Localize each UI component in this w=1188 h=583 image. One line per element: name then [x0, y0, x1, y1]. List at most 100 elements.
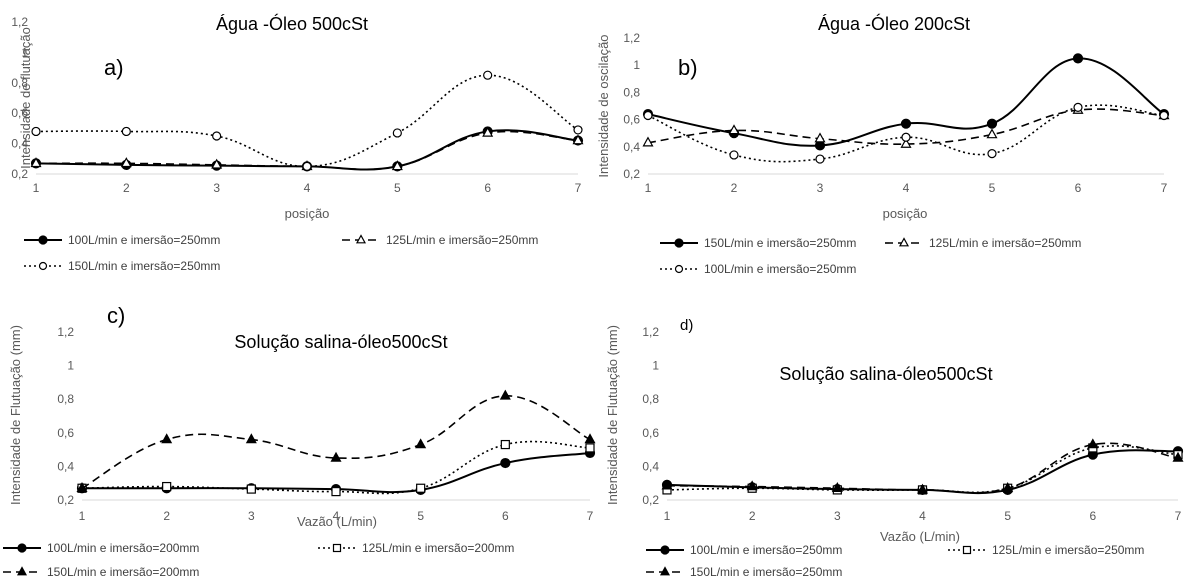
- y-axis-title: Intensidade de Flutuação (mm): [8, 325, 23, 505]
- legend-entry-1: 100L/min e imersão=200mm: [3, 541, 199, 555]
- data-point: [746, 480, 758, 491]
- y-axis-title: Intensidade de oscilação: [596, 34, 611, 177]
- data-point: [331, 487, 341, 497]
- legend-entry-2: 125L/min e imersão=250mm: [885, 236, 1081, 250]
- data-point: [900, 137, 912, 148]
- legend-label: 150L/min e imersão=250mm: [68, 259, 220, 273]
- chart-title: Solução salina-óleo500cSt: [779, 364, 992, 384]
- y-tick-label: 0,8: [57, 392, 74, 406]
- x-tick-label: 3: [248, 509, 255, 523]
- data-point: [729, 150, 739, 160]
- legend-entry-2: 125L/min e imersão=250mm: [948, 543, 1144, 557]
- y-tick-label: 1: [67, 359, 74, 373]
- x-tick-label: 7: [575, 181, 582, 195]
- x-tick-label: 5: [417, 509, 424, 523]
- legend-label: 125L/min e imersão=200mm: [362, 541, 514, 555]
- y-tick-label: 0,2: [623, 167, 640, 181]
- x-tick-label: 7: [1161, 181, 1168, 195]
- x-tick-label: 5: [1004, 509, 1011, 523]
- y-tick-label: 1,2: [623, 31, 640, 45]
- y-tick-label: 0,2: [642, 493, 659, 507]
- y-tick-label: 0,2: [57, 493, 74, 507]
- x-tick-label: 7: [587, 509, 594, 523]
- y-tick-label: 0,4: [642, 459, 659, 473]
- x-tick-label: 1: [664, 509, 671, 523]
- x-tick-label: 6: [1075, 181, 1082, 195]
- data-point: [120, 157, 132, 168]
- data-point: [814, 132, 826, 143]
- data-point: [482, 126, 494, 137]
- data-point: [391, 160, 403, 171]
- legend-swatch-marker: [332, 543, 342, 553]
- legend-swatch-marker: [38, 235, 48, 245]
- legend-entry-3: 100L/min e imersão=250mm: [660, 262, 856, 276]
- x-axis-title: Vazão (L/min): [297, 514, 377, 529]
- panel-letter: a): [104, 55, 124, 80]
- x-tick-label: 2: [731, 181, 738, 195]
- legend-entry-2: 125L/min e imersão=250mm: [342, 233, 538, 247]
- legend-swatch-marker: [659, 566, 671, 576]
- legend-label: 100L/min e imersão=250mm: [704, 262, 856, 276]
- legend-entry-2: 125L/min e imersão=200mm: [318, 541, 514, 555]
- data-point: [415, 438, 427, 449]
- chart-panel-d: Solução salina-óleo500cSt d) 0,2 0,4 0,6 0,8 1…: [605, 317, 1184, 579]
- data-point: [728, 124, 740, 135]
- data-point: [1073, 102, 1083, 112]
- x-tick-label: 4: [903, 181, 910, 195]
- data-point: [572, 134, 584, 145]
- data-point: [1172, 451, 1184, 462]
- y-tick-label: 0,8: [623, 85, 640, 99]
- data-point: [245, 433, 257, 444]
- y-tick-label: 0,6: [11, 106, 28, 120]
- y-tick-label: 0,8: [642, 392, 659, 406]
- panel-letter: c): [107, 303, 125, 328]
- data-point: [573, 125, 583, 135]
- y-tick-label: 0,6: [623, 113, 640, 127]
- legend-label: 100L/min e imersão=250mm: [68, 233, 220, 247]
- legend-label: 125L/min e imersão=250mm: [386, 233, 538, 247]
- legend-entry-3: 150L/min e imersão=200mm: [3, 565, 199, 579]
- legend-swatch-marker: [898, 237, 910, 247]
- y-axis-title: Intensidade de Flutuação (mm): [605, 325, 620, 505]
- x-tick-label: 6: [1089, 509, 1096, 523]
- data-point: [330, 451, 342, 462]
- data-point: [31, 126, 41, 137]
- y-tick-label: 0,4: [57, 459, 74, 473]
- legend-swatch-marker: [674, 238, 684, 248]
- y-tick-label: 1,2: [57, 325, 74, 339]
- legend-label: 125L/min e imersão=250mm: [929, 236, 1081, 250]
- legend-swatch-marker: [16, 566, 28, 576]
- data-point: [30, 157, 42, 168]
- legend-label: 100L/min e imersão=200mm: [47, 541, 199, 555]
- data-point: [1159, 110, 1169, 121]
- legend-swatch-marker: [674, 264, 684, 274]
- chart-title: Água -Óleo 500cSt: [216, 13, 368, 34]
- data-point: [1087, 438, 1099, 449]
- data-point: [642, 136, 654, 147]
- y-tick-label: 0,2: [11, 167, 28, 181]
- data-point: [916, 483, 929, 494]
- legend-entry-1: 100L/min e imersão=250mm: [24, 233, 220, 247]
- x-tick-label: 2: [163, 509, 170, 523]
- data-point: [986, 118, 998, 129]
- data-point: [1072, 53, 1084, 64]
- x-tick-label: 1: [79, 509, 86, 523]
- legend-label: 150L/min e imersão=250mm: [704, 236, 856, 250]
- chart-panel-a: Água -Óleo 500cSt a) 0,2 0,4 0,6 0,8 1 1,2 1 2 3 4 5…: [11, 13, 584, 273]
- y-tick-label: 0,8: [11, 76, 28, 90]
- data-point: [815, 154, 825, 164]
- data-point: [500, 457, 511, 469]
- legend-entry-3: 150L/min e imersão=250mm: [24, 259, 220, 273]
- data-point: [986, 128, 998, 139]
- data-point: [901, 132, 911, 142]
- legend-swatch-marker: [660, 545, 670, 555]
- x-tick-label: 5: [989, 181, 996, 195]
- data-point: [499, 389, 511, 400]
- data-point: [392, 128, 402, 138]
- y-tick-label: 1: [633, 58, 640, 72]
- legend-entry-3: 150L/min e imersão=250mm: [646, 565, 842, 579]
- x-tick-label: 2: [123, 181, 130, 195]
- x-tick-label: 3: [213, 181, 220, 195]
- data-point: [987, 149, 997, 159]
- x-axis-title: Vazão (L/min): [880, 529, 960, 544]
